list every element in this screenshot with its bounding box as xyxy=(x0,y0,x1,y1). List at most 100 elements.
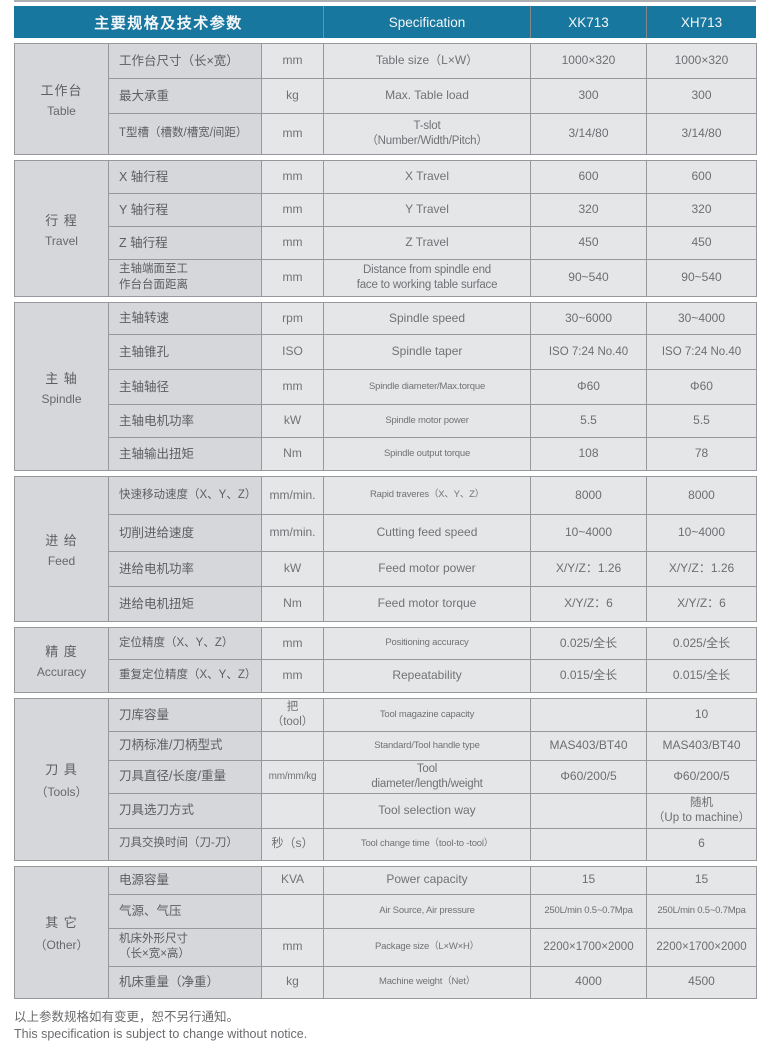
spec-en-cell: Repeatability xyxy=(323,659,531,693)
group-name-en: Travel xyxy=(45,233,78,248)
param-name-cell: 最大承重 xyxy=(108,78,262,114)
param-name-cell: 切削进给速度 xyxy=(108,514,262,552)
spec-row: 行 程 Travel X 轴行程 mm X Travel 600 600 xyxy=(14,160,757,297)
xh713-value-cell: 78 xyxy=(646,437,757,471)
xk713-value-cell: 320 xyxy=(530,193,647,227)
xk713-value-cell xyxy=(530,698,647,732)
param-name-cell: 主轴输出扭矩 xyxy=(108,437,262,471)
param-name-cell: 刀具直径/长度/重量 xyxy=(108,759,262,794)
spec-row: 进 给 Feed 快速移动速度（X、Y、Z） mm/min. Rapid travere… xyxy=(14,476,757,622)
unit-cell: Nm xyxy=(261,586,324,622)
param-name-cell: 电源容量 xyxy=(108,865,262,895)
xk713-value-cell: 15 xyxy=(530,865,647,895)
spec-row: 刀具交换时间（刀-刀） 秒（s） Tool change time（tool-to … xyxy=(15,827,757,861)
spec-en-cell: Tool magazine capacity xyxy=(323,698,531,732)
spec-row: 机床重量（净重） kg Machine weight（Net） 4000 4500 xyxy=(15,965,757,999)
unit-cell: KVA xyxy=(261,865,324,895)
param-name-cell: 机床重量（净重） xyxy=(108,965,262,999)
group-name-en: Feed xyxy=(47,554,76,568)
param-name-cell: 主轴轴径 xyxy=(108,369,262,405)
group-cell: 刀 具 （Tools） xyxy=(14,698,109,861)
xk713-value-cell: X/Y/Z：6 xyxy=(530,586,647,622)
xh713-value-cell: 随机 （Up to machine） xyxy=(646,792,757,829)
param-name-cell: X 轴行程 xyxy=(108,160,262,194)
xk713-value-cell: Φ60/200/5 xyxy=(530,759,647,794)
xh713-value-cell: 0.015/全长 xyxy=(646,659,757,693)
spec-section: 行 程 Travel X 轴行程 mm X Travel 600 600 Y 轴行程 mm Y T… xyxy=(14,160,757,297)
param-name-cell: T型槽（槽数/槽宽/间距） xyxy=(108,113,262,155)
spec-en-cell: Spindle output torque xyxy=(323,437,531,471)
unit-cell: mm xyxy=(261,113,324,155)
xk713-value-cell: 8000 xyxy=(530,476,647,515)
xk713-value-cell: 0.015/全长 xyxy=(530,659,647,693)
unit-cell xyxy=(261,893,324,929)
param-name-cell: 工作台尺寸（长×宽） xyxy=(108,43,262,79)
spec-en-cell: Spindle diameter/Max.torque xyxy=(323,369,531,405)
spec-row: 机床外形尺寸 （长×宽×高） mm Package size（L×W×H） 2200×… xyxy=(15,927,757,967)
param-name-cell: 重复定位精度（X、Y、Z） xyxy=(108,659,262,693)
group-name-en: （Tools） xyxy=(35,784,88,799)
spec-en-cell: T-slot （Number/Width/Pitch） xyxy=(323,113,531,155)
spec-row: 切削进给速度 mm/min. Cutting feed speed 10~4000 10… xyxy=(15,514,757,552)
spec-en-cell: Machine weight（Net） xyxy=(323,965,531,999)
spec-row: 主轴端面至工 作台台面距离 mm Distance from spindle end… xyxy=(15,259,757,297)
param-name-cell: 主轴转速 xyxy=(108,302,262,335)
xh713-value-cell: 90~540 xyxy=(646,259,757,297)
spec-en-cell: Standard/Tool handle type xyxy=(323,730,531,761)
header-model-xh713: XH713 xyxy=(646,6,756,38)
header-params-title: 主要规格及技术参数 xyxy=(94,14,243,32)
spec-row: 重复定位精度（X、Y、Z） mm Repeatability 0.015/全长 0.01… xyxy=(15,659,757,693)
xh713-value-cell: MAS403/BT40 xyxy=(646,730,757,761)
xk713-value-cell: 2200×1700×2000 xyxy=(530,927,647,967)
xk713-value-cell: X/Y/Z：1.26 xyxy=(530,551,647,587)
xk713-value-cell: 90~540 xyxy=(530,259,647,297)
footer-note-en: This specification is subject to change … xyxy=(14,1026,308,1041)
spec-en-cell: Max. Table load xyxy=(323,78,531,114)
param-name-cell: 刀柄标准/刀柄型式 xyxy=(108,730,262,761)
spec-table-body: 工作台 Table 工作台尺寸（长×宽） mm Table size（L×W） 1000×… xyxy=(14,43,770,999)
spec-row: T型槽（槽数/槽宽/间距） mm T-slot （Number/Width/Pitc… xyxy=(15,113,757,155)
group-name-cn: 刀 具 xyxy=(45,761,78,777)
xk713-value-cell: Φ60 xyxy=(530,369,647,405)
xk713-value-cell: MAS403/BT40 xyxy=(530,730,647,761)
unit-cell: rpm xyxy=(261,302,324,335)
xk713-value-cell: 250L/min 0.5~0.7Mpa xyxy=(530,893,647,929)
xh713-value-cell: Φ60/200/5 xyxy=(646,759,757,794)
unit-cell: mm/min. xyxy=(261,514,324,552)
xk713-value-cell: 10~4000 xyxy=(530,514,647,552)
unit-cell: mm xyxy=(261,659,324,693)
unit-cell: mm xyxy=(261,43,324,79)
group-name-en: Spindle xyxy=(41,391,82,406)
spec-en-cell: Spindle motor power xyxy=(323,404,531,438)
group-cell: 工作台 Table xyxy=(14,43,109,155)
spec-en-cell: Package size（L×W×H） xyxy=(323,927,531,967)
param-name-cell: 刀库容量 xyxy=(108,698,262,732)
param-name-cell: 主轴电机功率 xyxy=(108,404,262,438)
unit-cell: mm xyxy=(261,927,324,967)
xk713-value-cell xyxy=(530,792,647,829)
spec-row: 刀具选刀方式 Tool selection way 随机 （Up to machin… xyxy=(15,792,757,829)
unit-cell: mm xyxy=(261,627,324,660)
xh713-value-cell: 250L/min 0.5~0.7Mpa xyxy=(646,893,757,929)
spec-section: 刀 具 （Tools） 刀库容量把 （tool） Tool magazine capa… xyxy=(14,698,757,861)
unit-cell: mm/mm/kg xyxy=(261,759,324,794)
xh713-value-cell: 6 xyxy=(646,827,757,861)
unit-cell: ISO xyxy=(261,334,324,370)
spec-row: 最大承重 kg Max. Table load 300 300 xyxy=(15,78,757,114)
spec-row: 刀柄标准/刀柄型式 Standard/Tool handle type MAS403… xyxy=(15,730,757,761)
header-model-xk713: XK713 xyxy=(530,6,646,38)
group-name-cn: 精 度 xyxy=(45,644,78,659)
spec-row: 进给电机扭矩 Nm Feed motor torque X/Y/Z：6 X/Y/Z：6 xyxy=(15,586,757,622)
header-specification: Specification xyxy=(323,6,530,38)
xh713-value-cell: 10 xyxy=(646,698,757,732)
xh713-value-cell: 4500 xyxy=(646,965,757,999)
group-cell: 行 程 Travel xyxy=(14,160,109,297)
xk713-value-cell: 1000×320 xyxy=(530,43,647,79)
spec-row: 主轴锥孔 ISO Spindle taper ISO 7:24 No.40 ISO 7:… xyxy=(15,334,757,370)
xk713-value-cell: 5.5 xyxy=(530,404,647,438)
unit-cell: mm xyxy=(261,193,324,227)
spec-en-cell: Spindle speed xyxy=(323,302,531,335)
xh713-value-cell: Φ60 xyxy=(646,369,757,405)
spec-section: 工作台 Table 工作台尺寸（长×宽） mm Table size（L×W） 1000×… xyxy=(14,43,757,155)
